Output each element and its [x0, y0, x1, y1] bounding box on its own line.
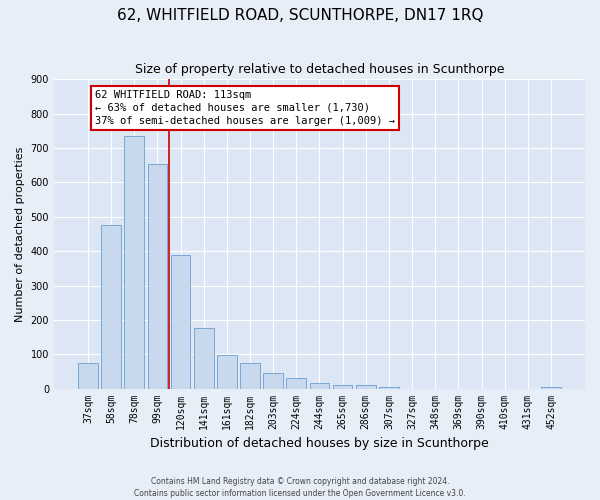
Bar — [194, 328, 214, 388]
Title: Size of property relative to detached houses in Scunthorpe: Size of property relative to detached ho… — [135, 62, 504, 76]
Bar — [101, 226, 121, 388]
Bar — [124, 136, 144, 388]
X-axis label: Distribution of detached houses by size in Scunthorpe: Distribution of detached houses by size … — [150, 437, 489, 450]
Bar — [170, 254, 190, 388]
Bar — [148, 164, 167, 388]
Bar — [286, 378, 306, 388]
Bar — [379, 387, 399, 388]
Bar — [310, 384, 329, 388]
Bar — [240, 363, 260, 388]
Bar — [217, 355, 236, 388]
Bar — [541, 387, 561, 388]
Bar — [333, 385, 352, 388]
Bar — [356, 385, 376, 388]
Bar — [78, 363, 98, 388]
Y-axis label: Number of detached properties: Number of detached properties — [15, 146, 25, 322]
Bar — [263, 373, 283, 388]
Text: Contains HM Land Registry data © Crown copyright and database right 2024.
Contai: Contains HM Land Registry data © Crown c… — [134, 476, 466, 498]
Text: 62 WHITFIELD ROAD: 113sqm
← 63% of detached houses are smaller (1,730)
37% of se: 62 WHITFIELD ROAD: 113sqm ← 63% of detac… — [95, 90, 395, 126]
Text: 62, WHITFIELD ROAD, SCUNTHORPE, DN17 1RQ: 62, WHITFIELD ROAD, SCUNTHORPE, DN17 1RQ — [117, 8, 483, 22]
